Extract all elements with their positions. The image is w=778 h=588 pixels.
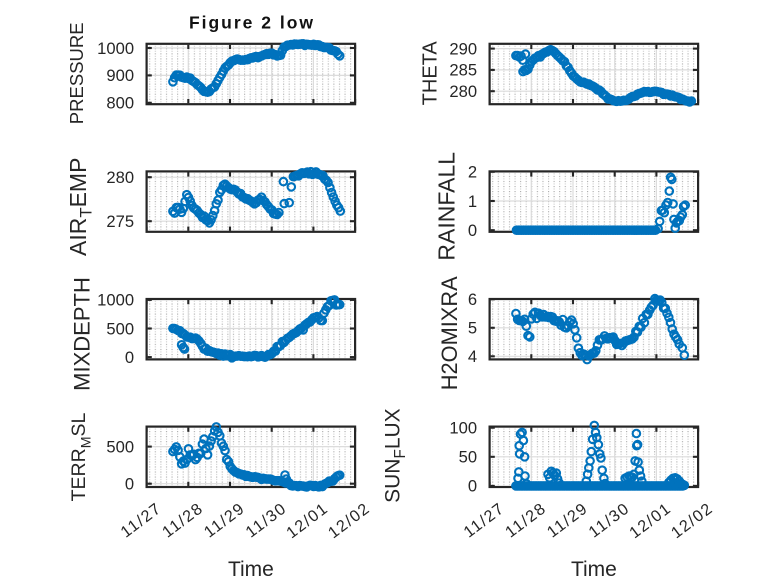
svg-text:500: 500: [106, 437, 134, 456]
svg-text:AIRTEMP: AIRTEMP: [65, 158, 96, 256]
svg-text:1: 1: [468, 192, 477, 211]
svg-text:0: 0: [468, 477, 477, 496]
svg-text:0: 0: [125, 348, 134, 367]
svg-text:0: 0: [125, 475, 134, 494]
svg-text:500: 500: [106, 319, 134, 338]
svg-text:2: 2: [468, 163, 477, 182]
svg-text:285: 285: [449, 61, 477, 80]
svg-text:290: 290: [449, 39, 477, 58]
svg-text:800: 800: [106, 94, 134, 113]
svg-text:1000: 1000: [97, 291, 134, 310]
svg-text:100: 100: [449, 419, 477, 438]
svg-text:275: 275: [106, 212, 134, 231]
svg-text:Figure 2 low: Figure 2 low: [189, 12, 315, 32]
svg-text:Time: Time: [571, 558, 617, 581]
svg-text:H2OMIXRA: H2OMIXRA: [437, 276, 462, 390]
svg-text:280: 280: [106, 168, 134, 187]
svg-text:5: 5: [468, 319, 477, 338]
svg-text:RAINFALL: RAINFALL: [434, 152, 460, 261]
svg-text:SUNFLUX: SUNFLUX: [382, 408, 410, 503]
svg-text:280: 280: [449, 82, 477, 101]
svg-text:900: 900: [106, 66, 134, 85]
svg-text:TERRMSL: TERRMSL: [68, 412, 95, 501]
svg-text:PRESSURE: PRESSURE: [66, 22, 87, 124]
svg-text:50: 50: [459, 448, 477, 467]
svg-text:0: 0: [468, 221, 477, 240]
svg-text:1000: 1000: [97, 39, 134, 58]
svg-text:6: 6: [468, 290, 477, 309]
svg-text:Time: Time: [228, 558, 274, 581]
svg-text:4: 4: [468, 347, 477, 366]
svg-text:MIXDEPTH: MIXDEPTH: [70, 277, 95, 391]
svg-text:THETA: THETA: [420, 41, 442, 106]
